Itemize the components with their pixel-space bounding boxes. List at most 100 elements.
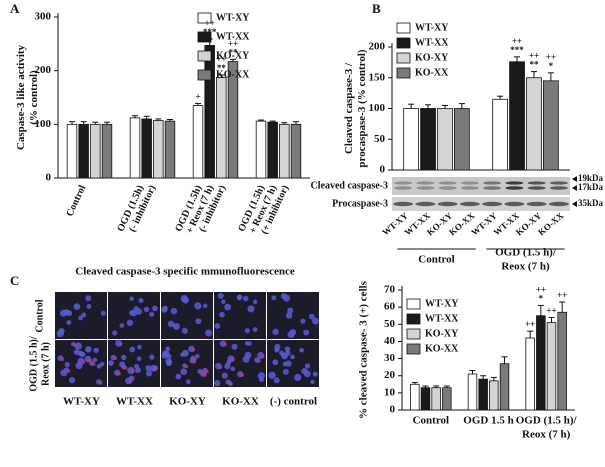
- blot-row-label: Procaspase-3: [332, 198, 388, 209]
- blot-band: [549, 181, 568, 185]
- bar: [153, 120, 164, 179]
- nucleus: [310, 379, 315, 385]
- nucleus: [66, 320, 72, 325]
- y-axis-label: procaspase-3 (% control): [356, 49, 368, 167]
- blot-band: [527, 186, 546, 190]
- y-tick-label: 300: [35, 11, 52, 23]
- nucleus: [75, 362, 83, 370]
- nucleus: [214, 323, 221, 329]
- bar: [437, 108, 453, 171]
- nucleus: [93, 347, 99, 354]
- y-tick-label: 70: [384, 284, 396, 296]
- image-column-label: (-) control: [270, 396, 317, 408]
- nucleus: [221, 372, 228, 379]
- nucleus: [73, 303, 81, 311]
- stain: [200, 370, 204, 375]
- nucleus: [244, 328, 250, 334]
- nucleus: [273, 377, 280, 384]
- nucleus: [252, 327, 258, 332]
- legend-label: WT-XY: [425, 298, 459, 309]
- bar: [431, 387, 441, 411]
- legend-label: KO-XY: [216, 50, 250, 61]
- stain: [81, 360, 85, 365]
- bar: [66, 123, 78, 179]
- nucleus: [285, 312, 293, 319]
- bar: [279, 123, 290, 179]
- nucleus: [242, 295, 249, 302]
- bar: [543, 80, 559, 171]
- nucleus: [96, 363, 102, 369]
- blot-band: [393, 201, 414, 207]
- y-tick-label: 200: [369, 41, 386, 53]
- bar: [467, 373, 478, 411]
- panel-label: B: [372, 1, 381, 16]
- blot-strip: [392, 197, 570, 211]
- nucleus: [300, 318, 306, 324]
- legend-swatch: [396, 37, 411, 49]
- significance-marker: ++: [216, 54, 226, 64]
- bar: [492, 98, 508, 171]
- legend-swatch: [197, 31, 212, 43]
- legend-label: WT-XY: [216, 12, 250, 23]
- nucleus: [230, 366, 236, 372]
- nucleus: [146, 370, 152, 377]
- blot-band: [548, 201, 569, 207]
- bar: [478, 378, 488, 411]
- blot-band: [526, 201, 547, 207]
- image-row-label: Reox (7 h): [40, 342, 51, 386]
- nucleus: [161, 306, 168, 313]
- nucleus: [129, 346, 136, 353]
- nucleus: [195, 318, 202, 325]
- nucleus: [143, 306, 150, 313]
- y-tick-label: 20: [384, 369, 396, 381]
- nucleus: [194, 302, 202, 310]
- nucleus: [152, 305, 158, 312]
- bar: [420, 108, 436, 171]
- bar: [526, 77, 542, 171]
- nucleus: [258, 377, 265, 383]
- nucleus: [274, 343, 281, 350]
- nucleus: [195, 353, 200, 359]
- legend-label: KO-XX: [216, 69, 250, 80]
- nucleus: [149, 354, 155, 360]
- blot-band: [459, 201, 480, 207]
- bar: [141, 118, 152, 179]
- nucleus: [287, 307, 294, 314]
- nucleus: [272, 328, 279, 336]
- bar: [420, 387, 431, 411]
- blot-band: [460, 186, 479, 190]
- legend-swatch: [197, 12, 212, 24]
- y-axis-label: % cleaved caspase- 3 (+) cells: [358, 280, 370, 419]
- y-tick-label: 40: [384, 335, 396, 347]
- legend-swatch: [197, 50, 212, 62]
- size-arrow: [572, 185, 577, 191]
- legend-label: KO-XY: [425, 328, 459, 339]
- nucleus: [303, 329, 310, 336]
- nucleus: [287, 331, 295, 339]
- bar: [410, 383, 420, 411]
- legend-label: WT-XX: [425, 313, 459, 324]
- nucleus: [64, 361, 70, 368]
- nucleus: [81, 312, 87, 318]
- stain: [131, 369, 135, 374]
- significance-marker: ++: [546, 305, 556, 315]
- bar: [489, 380, 499, 411]
- stain: [60, 357, 65, 361]
- y-tick-label: 50: [374, 133, 386, 145]
- blot-band: [438, 181, 457, 185]
- blot-band: [394, 186, 413, 190]
- legend-swatch: [396, 52, 411, 64]
- nucleus: [129, 310, 135, 316]
- x-tick-label: Control: [413, 415, 449, 427]
- stain: [257, 359, 261, 363]
- nucleus: [119, 323, 125, 328]
- image-row-label: Control: [34, 299, 45, 332]
- panel-label: A: [10, 1, 20, 16]
- bar: [78, 123, 89, 179]
- y-tick-label: 100: [35, 118, 52, 130]
- nucleus: [272, 359, 279, 366]
- size-label: 19kDa: [578, 173, 604, 183]
- stain: [117, 371, 121, 376]
- blot-band: [527, 181, 546, 185]
